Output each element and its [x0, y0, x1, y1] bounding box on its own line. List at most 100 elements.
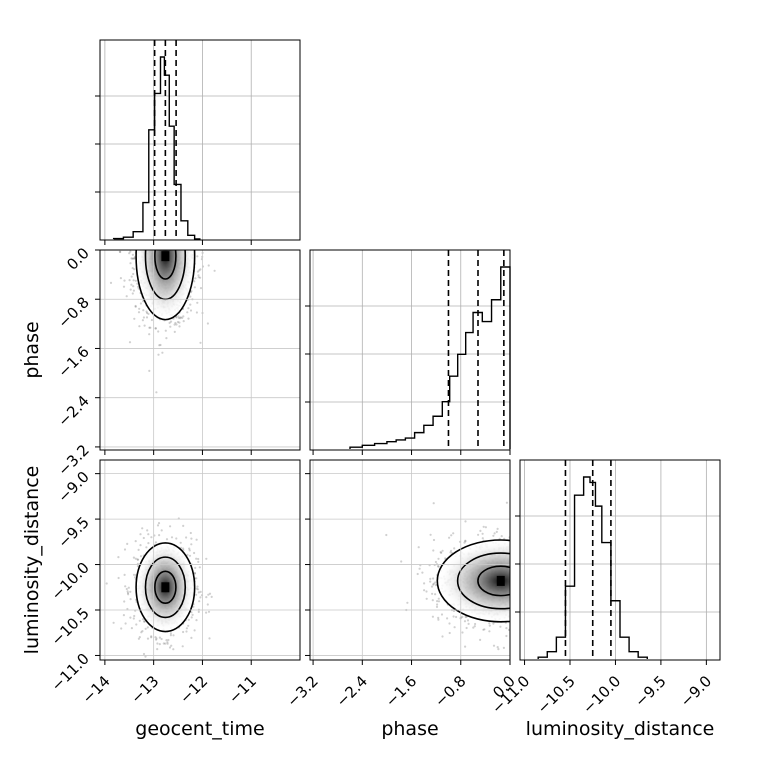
sample-point: [157, 660, 159, 662]
sample-point: [132, 573, 136, 576]
sample-point: [141, 319, 144, 322]
sample-point: [493, 532, 496, 535]
sample-point: [450, 549, 453, 552]
ticks-layer: −14 −13 −12 −11 −3.2 −2.4 −1.6 −0.8 0.0−11.0 −10.…: [48, 244, 716, 717]
sample-point: [138, 619, 141, 622]
contour-level-0: [135, 542, 196, 633]
sample-point: [193, 629, 196, 632]
sample-point: [130, 627, 133, 630]
contour-level-0: [436, 539, 510, 623]
sample-point: [132, 257, 135, 260]
sample-point: [174, 321, 177, 325]
sample-point: [117, 556, 120, 559]
sample-point: [464, 540, 467, 543]
sample-point: [496, 527, 499, 531]
sample-point: [483, 628, 486, 631]
sample-point: [455, 615, 458, 619]
sample-point: [149, 326, 152, 329]
sample-point: [191, 613, 194, 617]
density-peak: [161, 582, 170, 593]
sample-point: [142, 536, 145, 540]
grid-geocent_time-luminosity_distance: [100, 460, 300, 660]
sample-point: [187, 307, 190, 310]
density-peak: [161, 251, 170, 262]
sample-point: [189, 309, 193, 312]
sample-point: [105, 582, 108, 585]
sample-point: [146, 311, 149, 315]
sample-point: [138, 307, 141, 310]
density-phase-luminosity_distance: [385, 501, 510, 651]
sample-point: [142, 316, 145, 319]
sample-point: [132, 556, 135, 559]
sample-point: [137, 285, 140, 288]
density-geocent_time-luminosity_distance: [105, 517, 213, 662]
sample-point: [190, 537, 193, 540]
sample-point: [199, 276, 202, 279]
density-peak: [496, 575, 505, 586]
sample-point: [128, 341, 132, 344]
sample-point: [437, 618, 440, 621]
contour-level-1: [144, 556, 187, 619]
sample-point: [157, 353, 160, 356]
sample-point: [166, 642, 169, 645]
sample-point: [125, 587, 128, 591]
sample-point: [440, 551, 443, 555]
sample-point: [197, 557, 200, 561]
tick-label-x-geocent_time: −13: [127, 672, 162, 707]
sample-point: [131, 257, 134, 260]
sample-point: [505, 501, 508, 504]
sample-point: [190, 611, 193, 614]
sample-point: [123, 279, 126, 282]
histogram-geocent_time: [112, 56, 201, 240]
sample-point: [437, 600, 441, 603]
sample-point: [423, 589, 426, 592]
sample-point: [122, 614, 125, 617]
sample-point: [453, 626, 456, 629]
sample-point: [189, 303, 192, 306]
tick-label-x-luminosity_distance: −9.0: [677, 672, 715, 710]
sample-point: [154, 327, 157, 330]
sample-point: [156, 642, 159, 645]
density-blob: [439, 541, 510, 621]
contour-level-1: [456, 552, 510, 610]
sample-point: [139, 544, 142, 547]
sample-point: [137, 637, 140, 640]
sample-point: [109, 281, 113, 284]
sample-point: [423, 582, 426, 585]
sample-point: [187, 624, 190, 627]
sample-point: [195, 538, 198, 541]
sample-point: [205, 557, 208, 560]
tick-label-y-phase: −2.4: [54, 392, 92, 430]
histogram-phase: [349, 266, 511, 449]
sample-point: [169, 325, 172, 328]
sample-point: [195, 619, 198, 622]
sample-point: [436, 600, 439, 603]
sample-point: [112, 621, 115, 624]
sample-point: [190, 616, 193, 619]
sample-point: [146, 637, 150, 640]
sample-point: [432, 538, 436, 542]
sample-point: [199, 596, 202, 599]
sample-point: [199, 341, 202, 344]
sample-point: [197, 274, 200, 277]
sample-point: [472, 626, 475, 629]
sample-point: [134, 576, 137, 579]
sample-point: [169, 632, 172, 635]
sample-point: [131, 253, 134, 256]
sample-point: [175, 537, 178, 540]
sample-point: [179, 541, 182, 544]
sample-point: [156, 648, 159, 651]
sample-point: [139, 555, 143, 558]
sample-point: [446, 617, 449, 620]
tick-label-x-luminosity_distance: −10.0: [579, 672, 624, 717]
sample-point: [421, 571, 424, 574]
sample-point: [150, 636, 153, 639]
sample-point: [492, 534, 495, 537]
sample-point: [182, 315, 185, 318]
sample-point: [432, 502, 435, 505]
sample-point: [499, 625, 502, 628]
sample-point: [122, 285, 126, 288]
sample-point: [146, 626, 149, 629]
sample-point: [434, 593, 437, 596]
panel-frame-geocent_time-phase: [99, 249, 301, 451]
